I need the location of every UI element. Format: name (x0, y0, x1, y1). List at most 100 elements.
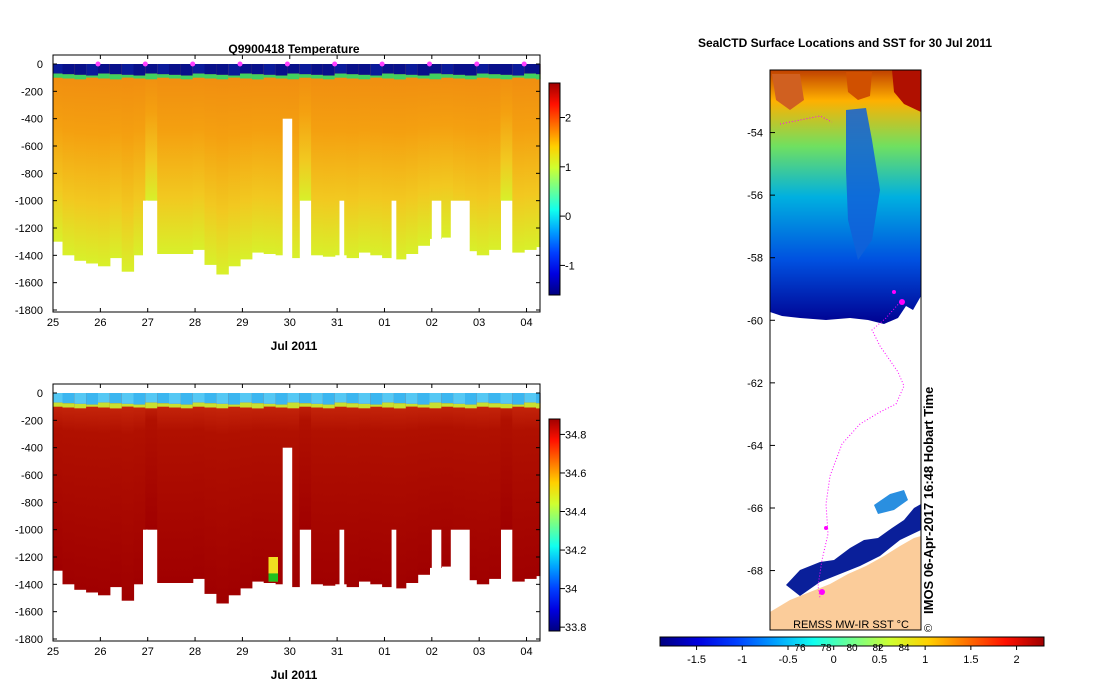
map-y-tick-label: -54 (747, 128, 763, 140)
profile-column (169, 393, 182, 583)
surface-layer (251, 393, 265, 404)
surface-layer (488, 393, 501, 404)
profile-column (133, 64, 146, 256)
thermocline-layer (86, 75, 99, 78)
profile-column (109, 64, 123, 259)
surface-layer (145, 393, 158, 403)
surface-layer (192, 393, 206, 403)
surface-layer (287, 393, 300, 403)
colorbar-tick-label: 34 (565, 584, 577, 596)
x-tick-label: 02 (426, 317, 438, 329)
surface-layer (98, 64, 111, 74)
profile-column (524, 393, 537, 579)
profile-column (500, 64, 513, 201)
surface-layer (180, 393, 194, 405)
thermocline-layer (133, 75, 146, 79)
profile-column (512, 393, 525, 582)
profile-column (180, 64, 194, 254)
surface-layer (393, 393, 407, 404)
surface-layer (240, 64, 253, 74)
surface-layer (121, 64, 135, 75)
sst-colorbar-tick-label: 2 (1014, 654, 1020, 666)
surface-layer (358, 64, 371, 75)
profile-column (74, 64, 87, 261)
surface-layer (382, 393, 395, 403)
surface-layer (334, 393, 348, 403)
y-tick-label: -200 (21, 86, 43, 98)
thermocline-layer (275, 75, 288, 79)
profile-column (488, 64, 501, 250)
surface-layer (405, 64, 419, 75)
x-tick-label: 03 (473, 646, 485, 658)
data-gap (143, 200, 148, 312)
data-gap (391, 200, 397, 312)
surface-layer (157, 64, 170, 75)
sst-warm-patch-3 (772, 74, 804, 110)
y-tick-label: -1600 (15, 278, 43, 290)
profile-column (405, 64, 419, 254)
thermocline-layer (62, 403, 75, 408)
thermocline-layer (405, 74, 419, 78)
surface-layer (204, 64, 217, 75)
temperature-colorbar (548, 82, 561, 296)
y-tick-label: -1400 (15, 579, 43, 591)
thermocline-layer (86, 404, 99, 407)
thermocline-layer (145, 73, 158, 80)
y-tick-label: -400 (21, 114, 43, 126)
surface-layer (240, 393, 253, 403)
thermocline-layer (53, 73, 64, 78)
sst-colorbar-inner-label: 80 (846, 643, 858, 654)
thermocline-layer (441, 403, 454, 407)
x-tick-label: 30 (284, 317, 296, 329)
surface-layer (393, 64, 407, 75)
thermocline-layer (121, 74, 135, 78)
sst-colorbar-tick-label: -1.5 (687, 654, 706, 666)
surface-layer (476, 393, 490, 403)
thermocline-layer (74, 403, 87, 409)
colorbar-tick-label: 34.8 (565, 429, 586, 441)
surface-layer (429, 64, 442, 74)
thermocline-layer (299, 403, 312, 407)
thermocline-layer (465, 75, 478, 80)
thermocline-layer (216, 74, 229, 80)
map-y-tick-label: -64 (747, 440, 763, 452)
surface-layer (441, 64, 454, 75)
surface-layer (180, 64, 194, 76)
surface-layer (53, 64, 64, 74)
surface-layer (157, 393, 170, 404)
surface-layer (322, 393, 336, 405)
surface-layer (204, 393, 217, 404)
y-tick-label: 0 (37, 59, 43, 71)
x-tick-label: 02 (426, 646, 438, 658)
profile-column (311, 393, 324, 585)
surface-layer (322, 64, 336, 76)
thermocline-layer (311, 74, 324, 79)
seal-location-2 (892, 290, 896, 294)
surface-layer (299, 64, 312, 75)
surface-marker (474, 61, 480, 67)
thermocline-layer (62, 74, 75, 79)
thermocline-layer (275, 404, 288, 408)
sst-warm-patch (892, 70, 921, 112)
surface-layer (62, 393, 75, 404)
profile-column (62, 64, 75, 256)
thermocline-layer (488, 74, 501, 79)
surface-layer (228, 64, 241, 76)
imos-watermark: IMOS 06-Apr-2017 16:48 Hobart Time (921, 387, 936, 614)
surface-layer (98, 393, 111, 403)
thermocline-layer (453, 74, 466, 79)
x-tick-label: 29 (236, 646, 248, 658)
profile-column (512, 64, 525, 253)
surface-layer (536, 64, 541, 75)
sst-colorbar-tick-label: 1.5 (963, 654, 978, 666)
profile-column (500, 393, 513, 530)
thermocline-layer (121, 403, 135, 407)
thermocline-layer (405, 403, 419, 407)
seal-track (817, 299, 905, 599)
thermocline-layer (488, 403, 501, 408)
profile-column (536, 64, 541, 248)
thermocline-layer (311, 403, 324, 408)
thermocline-layer (322, 75, 336, 80)
profile-column (109, 393, 123, 588)
colorbar-tick-label: 34.4 (565, 507, 586, 519)
